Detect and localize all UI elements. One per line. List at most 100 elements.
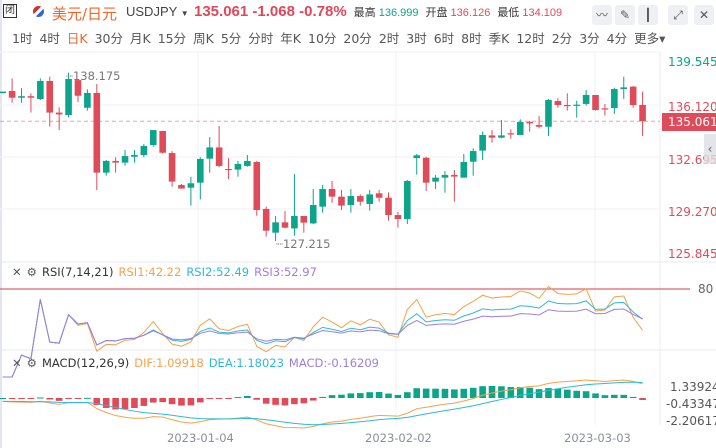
period-tab[interactable]: 15分 [157, 31, 187, 46]
period-tabs: 1时 4时 日K 30分 月K 15分 周K 5分 分时 年K 10分 20分 2时 3时 6时 8时 季K 12… [0, 28, 665, 46]
macd-histogram-bar [149, 398, 157, 403]
rsi-header: ✕ ⚙ RSI(7,14,21) RSI1:42.22 RSI2:52.49 R… [12, 265, 317, 279]
candle-body [187, 183, 195, 188]
candle-body [422, 157, 430, 183]
candle-body [65, 79, 72, 116]
macd-histogram-bar [291, 398, 298, 405]
candle-body [244, 160, 251, 166]
macd-histogram-bar [375, 392, 383, 398]
period-tab[interactable]: 更多▾ [634, 31, 666, 46]
period-tab[interactable]: 10分 [308, 31, 337, 46]
macd-histogram-bar [488, 386, 496, 398]
candle-type-icon[interactable]: ┃ [638, 5, 658, 25]
macd-histogram-bar [516, 386, 524, 398]
candle-body [74, 80, 82, 96]
candle-body [168, 153, 176, 182]
dea-value: DEA:1.18023 [208, 356, 284, 370]
candle-body [319, 189, 326, 207]
candle-body [601, 108, 609, 110]
date-label: 2023-02-02 [365, 431, 432, 445]
macd-histogram-bar [234, 397, 242, 399]
period-tab[interactable]: 8时 [461, 31, 482, 46]
fullscreen-icon[interactable]: ⤢ [668, 5, 688, 25]
period-tab[interactable]: 2分 [551, 31, 573, 46]
date-label: 2023-03-03 [564, 431, 631, 445]
macd-histogram-bar [319, 396, 326, 398]
macd-histogram-bar [629, 396, 637, 398]
symbol-selector[interactable]: USDJPY ▼ [126, 4, 189, 19]
rsi-level-label: 80 [698, 282, 714, 296]
macd-histogram-bar [601, 395, 609, 398]
close-macd-icon[interactable]: ✕ [12, 356, 22, 370]
period-tab[interactable]: 4时 [39, 31, 60, 46]
macd-histogram-bar [366, 392, 373, 398]
rsi-title: RSI(7,14,21) [41, 265, 114, 279]
period-tab[interactable]: 12时 [516, 31, 545, 46]
lock-icon[interactable]: 闭 [3, 4, 17, 18]
macd-histogram-bar [460, 388, 468, 398]
period-tab[interactable]: 年K [280, 31, 301, 46]
macd-histogram-bar [526, 387, 533, 398]
macd-histogram-bar [545, 388, 552, 398]
candle-body [629, 86, 637, 105]
close-rsi-icon[interactable]: ✕ [12, 265, 22, 279]
period-tab[interactable]: 4分 [606, 31, 628, 46]
period-tab[interactable]: 6时 [433, 31, 455, 46]
candle-body [394, 215, 402, 219]
candle-body [46, 80, 54, 113]
macd-histogram-bar [18, 398, 25, 399]
settings-gear-icon[interactable]: ⚙ [26, 356, 37, 370]
period-tab[interactable]: 日K [66, 31, 88, 46]
macd-histogram-bar [168, 398, 176, 405]
macd-histogram-bar [404, 392, 411, 398]
candle-body [441, 174, 449, 178]
draw-pen-icon[interactable]: ✎ [615, 5, 635, 25]
stat-open: 开盘 136.126 [425, 4, 490, 20]
period-tab[interactable]: 5分 [220, 31, 242, 46]
candle-body [479, 134, 486, 151]
close-icon[interactable]: ✕ [694, 5, 714, 25]
period-tab[interactable]: 月K [130, 31, 151, 46]
macd-histogram-bar [27, 398, 35, 399]
period-tab[interactable]: 3时 [406, 31, 427, 46]
candle-body [112, 160, 119, 163]
period-tab[interactable]: 1时 [12, 31, 33, 46]
settings-gear-icon[interactable]: ⚙ [26, 265, 37, 279]
candle-body [460, 162, 468, 178]
macd-histogram-bar [8, 398, 16, 399]
collapse-panel-icon[interactable]: ‹ [704, 134, 716, 164]
current-price-tag: 135.061 [662, 113, 716, 131]
macd-histogram-bar [300, 398, 308, 404]
macd-histogram-bar [253, 398, 261, 400]
last-price: 135.061 [194, 3, 249, 20]
macd-histogram-bar [262, 398, 270, 404]
candle-body [55, 112, 63, 115]
candle-body [573, 104, 581, 106]
macd-histogram-bar [244, 395, 251, 398]
candle-body [328, 189, 336, 197]
macd-histogram-bar [347, 393, 355, 398]
period-tab[interactable]: 季K [488, 31, 510, 46]
macd-histogram-bar [554, 388, 562, 398]
candle-body [469, 151, 477, 162]
caret-down-icon: ▼ [180, 9, 189, 18]
indicator-icon[interactable]: 〰 [592, 5, 612, 25]
macd-histogram-bar [37, 397, 44, 399]
period-tab[interactable]: 30分 [94, 31, 124, 46]
macd-histogram-bar [46, 398, 54, 400]
period-tab[interactable]: 周K [193, 31, 214, 46]
period-tab[interactable]: 2时 [378, 31, 400, 46]
macd-histogram-bar [469, 387, 477, 398]
macd-header: ✕ ⚙ MACD(12,26,9) DIF:1.09918 DEA:1.1802… [12, 356, 379, 370]
candle-body [84, 92, 91, 108]
candle-body [356, 196, 364, 202]
macd-histogram-bar [140, 398, 148, 406]
rsi-line-7 [2, 285, 643, 378]
period-tab[interactable]: 3分 [579, 31, 600, 46]
period-tab[interactable]: 分时 [248, 31, 274, 46]
period-tab[interactable]: 20分 [343, 31, 372, 46]
symbol: USDJPY [126, 4, 178, 19]
macd-histogram-bar [338, 394, 345, 398]
macd-histogram-bar [74, 398, 82, 399]
